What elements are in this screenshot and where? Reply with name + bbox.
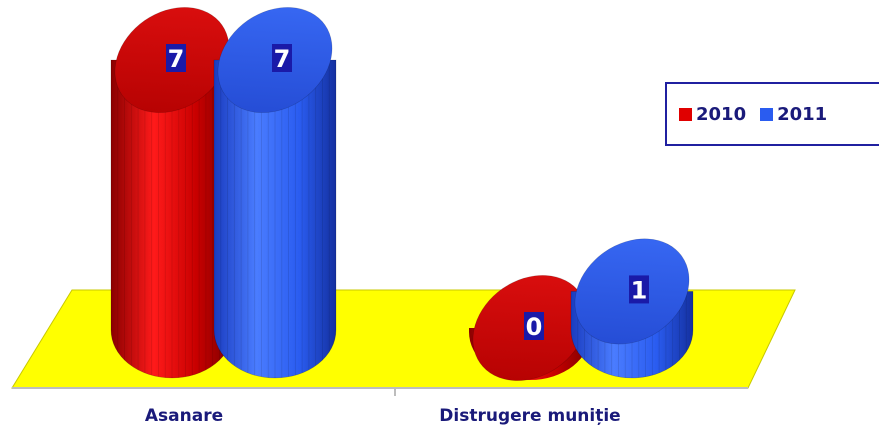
legend-label-2011: 2011 xyxy=(777,103,828,125)
value-label-2011-0: 7 xyxy=(274,45,291,73)
value-label-bg-2010-0 xyxy=(166,44,186,72)
bar-2011-1: 1 xyxy=(570,238,694,379)
legend: 2010 2011 xyxy=(665,82,879,146)
value-label-bg-2010-1 xyxy=(524,312,544,340)
legend-label-2010: 2010 xyxy=(696,103,747,125)
value-label-bg-2011-1 xyxy=(629,275,649,304)
category-label-distrugere-munitie: Distrugere muniție xyxy=(439,406,620,426)
bar-body-2011-0 xyxy=(213,59,337,379)
value-label-2010-0: 7 xyxy=(168,45,185,73)
category-label-asanare: Asanare xyxy=(145,406,223,426)
legend-swatch-2011 xyxy=(760,107,774,121)
bar-2011-0: 7 xyxy=(213,7,337,379)
bar-2010-1: 0 xyxy=(469,275,591,381)
legend-item-2010: 2010 xyxy=(679,104,746,125)
legend-item-2011: 2011 xyxy=(760,104,827,125)
value-label-bg-2011-0 xyxy=(272,44,292,72)
value-label-2011-1: 1 xyxy=(631,276,648,304)
bars-layer: 7 7 0 1 xyxy=(110,7,694,381)
legend-swatch-2010 xyxy=(679,107,692,121)
value-label-2010-1: 0 xyxy=(526,313,543,341)
